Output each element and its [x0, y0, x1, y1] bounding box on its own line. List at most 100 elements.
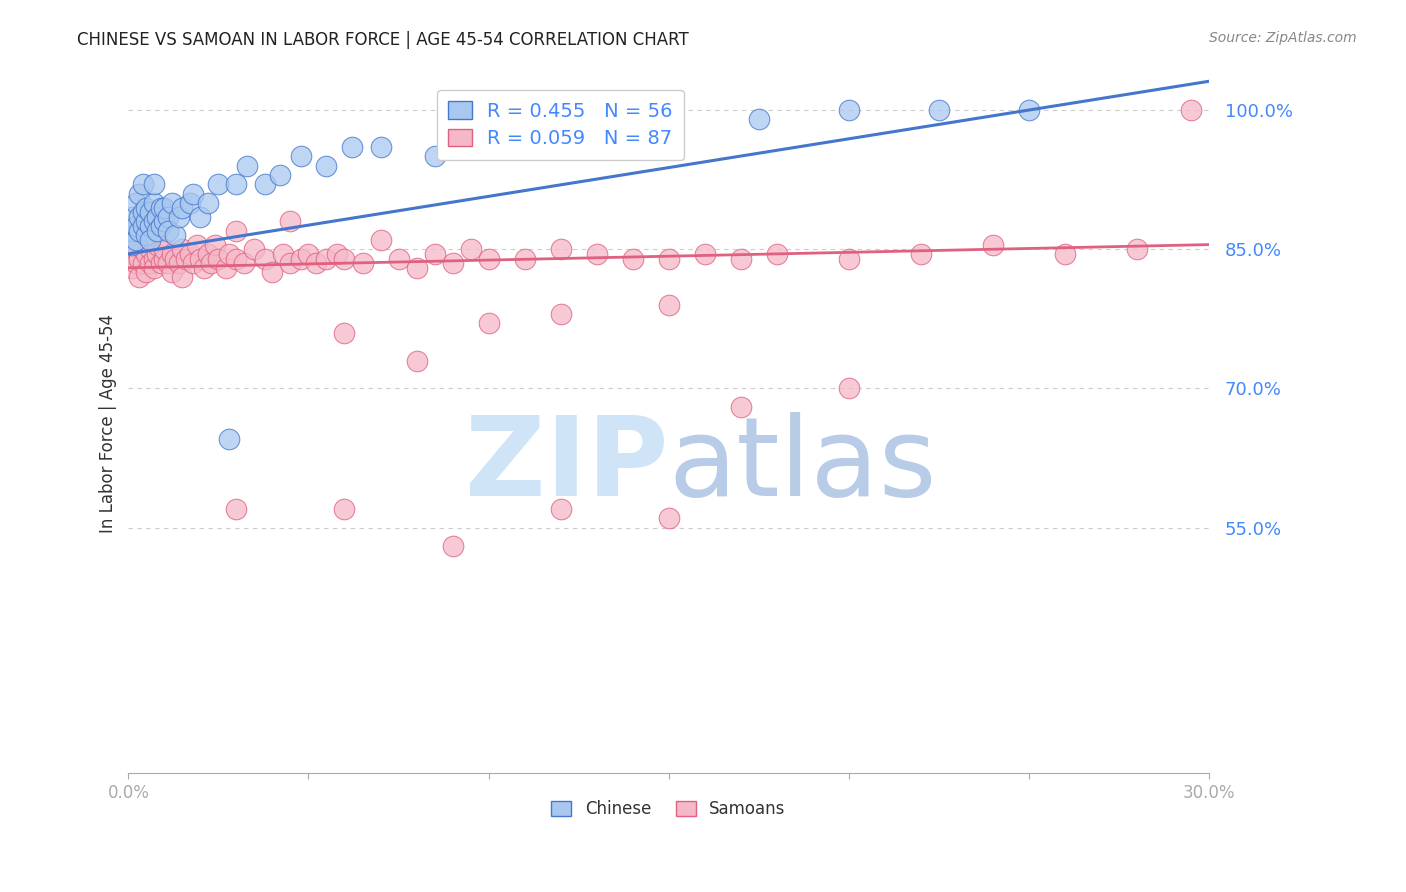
Point [146, 237, 169, 252]
Point [124, 195, 146, 210]
Point [167, 210, 190, 224]
Point [838, 103, 860, 117]
Y-axis label: In Labor Force | Age 45-54: In Labor Force | Age 45-54 [100, 314, 117, 533]
Point [423, 247, 446, 261]
Point [179, 247, 201, 261]
Point [305, 256, 328, 270]
Point [340, 140, 363, 154]
Point [657, 121, 679, 136]
Point [218, 433, 240, 447]
Point [621, 252, 644, 266]
Point [387, 252, 409, 266]
Point [657, 511, 679, 525]
Point [748, 112, 770, 127]
Point [405, 260, 427, 275]
Point [124, 233, 146, 247]
Point [124, 219, 146, 233]
Point [315, 252, 337, 266]
Point [225, 502, 247, 516]
Point [1018, 103, 1040, 117]
Point [271, 247, 294, 261]
Point [124, 237, 146, 252]
Point [121, 260, 143, 275]
Point [730, 400, 752, 414]
Point [405, 353, 427, 368]
Point [460, 242, 482, 256]
Text: atlas: atlas [668, 412, 936, 519]
Point [153, 242, 176, 256]
Point [153, 201, 176, 215]
Point [135, 228, 157, 243]
Point [477, 252, 499, 266]
Text: Source: ZipAtlas.com: Source: ZipAtlas.com [1209, 31, 1357, 45]
Point [225, 178, 247, 192]
Point [315, 159, 337, 173]
Point [928, 103, 950, 117]
Point [1053, 247, 1076, 261]
Point [146, 247, 169, 261]
Point [193, 260, 215, 275]
Point [128, 224, 150, 238]
Point [157, 256, 180, 270]
Point [370, 233, 392, 247]
Point [200, 256, 222, 270]
Point [218, 247, 240, 261]
Point [132, 219, 155, 233]
Point [132, 205, 155, 219]
Point [142, 260, 165, 275]
Point [135, 247, 157, 261]
Point [165, 252, 187, 266]
Point [128, 186, 150, 201]
Point [370, 140, 392, 154]
Point [269, 168, 291, 182]
Point [254, 252, 277, 266]
Point [160, 265, 183, 279]
Point [326, 247, 349, 261]
Point [243, 242, 266, 256]
Point [423, 149, 446, 163]
Point [513, 252, 536, 266]
Point [297, 247, 319, 261]
Point [160, 247, 183, 261]
Point [132, 242, 155, 256]
Point [1125, 242, 1147, 256]
Point [460, 136, 482, 150]
Point [121, 247, 143, 261]
Point [142, 178, 165, 192]
Point [352, 256, 374, 270]
Point [657, 298, 679, 312]
Point [160, 195, 183, 210]
Point [254, 178, 277, 192]
Point [513, 131, 536, 145]
Point [142, 252, 165, 266]
Point [132, 178, 155, 192]
Point [765, 247, 787, 261]
Point [157, 224, 180, 238]
Point [207, 252, 229, 266]
Point [139, 219, 162, 233]
Point [121, 224, 143, 238]
Point [657, 252, 679, 266]
Point [172, 242, 194, 256]
Point [225, 224, 247, 238]
Point [333, 502, 356, 516]
Point [190, 252, 212, 266]
Point [139, 233, 162, 247]
Point [730, 252, 752, 266]
Point [585, 247, 607, 261]
Point [333, 252, 356, 266]
Legend: Chinese, Samoans: Chinese, Samoans [544, 793, 793, 824]
Point [121, 210, 143, 224]
Point [128, 270, 150, 285]
Point [167, 256, 190, 270]
Point [172, 201, 194, 215]
Point [190, 210, 212, 224]
Point [121, 237, 143, 252]
Point [135, 265, 157, 279]
Point [215, 260, 238, 275]
Point [262, 265, 284, 279]
Point [585, 126, 607, 140]
Point [139, 256, 162, 270]
Point [153, 252, 176, 266]
Point [146, 224, 169, 238]
